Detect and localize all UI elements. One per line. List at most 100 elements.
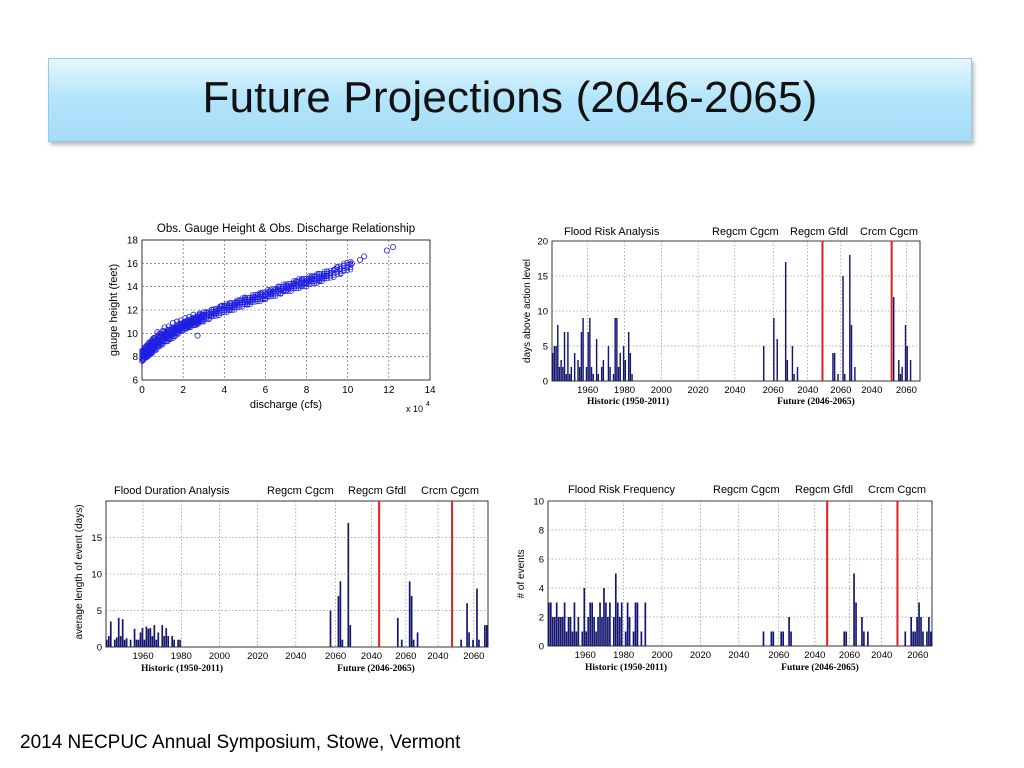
bar <box>557 617 560 646</box>
data-point <box>149 338 156 345</box>
slide-title: Future Projections (2046-2065) <box>202 73 818 122</box>
bar <box>585 631 588 646</box>
y-tick-label: 0 <box>543 377 548 388</box>
bar <box>773 318 775 381</box>
bar <box>163 636 166 647</box>
model-label-1: Regcm Cgcm <box>713 484 780 496</box>
bar <box>844 374 846 381</box>
bar <box>571 631 574 646</box>
bar <box>460 639 462 647</box>
bar <box>854 367 856 381</box>
data-point <box>331 274 337 280</box>
bar <box>408 581 411 647</box>
data-point <box>147 342 154 349</box>
bar <box>920 617 922 646</box>
bars <box>106 522 488 647</box>
bar-chart-flood-duration-analysis: 1960 1980 2000 2020 2040 2060 2040 2060 2040 2060… <box>74 485 489 674</box>
data-point <box>155 342 162 349</box>
bar <box>149 628 152 647</box>
bar <box>466 603 468 647</box>
bar <box>562 367 564 381</box>
bar <box>125 638 128 647</box>
bar <box>845 631 848 646</box>
bar <box>631 374 633 381</box>
bar <box>569 617 572 646</box>
bar <box>167 636 170 647</box>
data-point <box>227 300 234 307</box>
data-point <box>143 353 150 360</box>
x-tick-label: 2060 <box>896 385 917 396</box>
bar <box>412 639 415 647</box>
bar <box>560 360 562 381</box>
bar <box>612 374 615 381</box>
bar <box>478 639 480 647</box>
bar <box>624 631 627 646</box>
x-tick-label: 2040 <box>797 385 818 396</box>
data-point <box>347 262 354 268</box>
axis-ticks: 0 2 4 6 8 10 12 14 6 8 10 12 14 16 18 <box>127 236 436 397</box>
bar <box>614 573 617 646</box>
y-tick-label: 2 <box>539 613 544 624</box>
bar <box>129 639 132 647</box>
bar <box>599 602 601 646</box>
bar <box>922 631 924 646</box>
bar <box>121 619 124 647</box>
bar <box>626 602 629 646</box>
bar <box>583 588 586 646</box>
bar <box>782 631 785 646</box>
bar <box>165 628 168 647</box>
bar <box>620 602 623 646</box>
y-tick-label: 0 <box>539 642 544 653</box>
bar <box>629 353 632 381</box>
bar <box>558 367 561 381</box>
bar <box>151 636 154 647</box>
y-tick-label: 15 <box>91 533 102 544</box>
x-multiplier-exponent: 4 <box>426 401 430 408</box>
bar <box>573 353 576 381</box>
data-point <box>344 267 350 274</box>
x-tick-label: 2000 <box>651 650 672 661</box>
bar <box>618 617 621 646</box>
bar <box>843 631 846 646</box>
data-point <box>383 247 390 254</box>
x-tick-label: 6 <box>263 385 269 396</box>
bar <box>115 637 118 647</box>
data-point <box>192 315 199 322</box>
scatter-points <box>139 243 396 365</box>
bar <box>609 602 611 646</box>
bar <box>565 374 567 381</box>
bar <box>898 360 900 381</box>
bar <box>592 374 594 381</box>
data-point <box>327 270 334 277</box>
bar <box>616 318 618 381</box>
model-label-3: Crcm Cgcm <box>421 485 479 497</box>
bar <box>600 367 603 381</box>
chart-title: Flood Risk Analysis <box>564 226 660 238</box>
bar <box>926 631 928 646</box>
bar <box>147 628 150 647</box>
model-label-3: Crcm Cgcm <box>860 226 918 238</box>
bar <box>636 602 639 646</box>
footer-text: 2014 NECPUC Annual Symposium, Stowe, Ver… <box>20 732 461 753</box>
bar <box>400 639 403 647</box>
bar <box>770 631 773 646</box>
bar <box>595 631 597 646</box>
x-tick-label: 2040 <box>804 650 825 661</box>
bar <box>141 628 144 647</box>
bar <box>904 631 907 646</box>
bar <box>349 625 352 647</box>
bar <box>786 360 789 381</box>
data-point <box>348 260 355 267</box>
bar <box>119 636 122 647</box>
bar <box>137 639 140 647</box>
bar <box>617 367 620 381</box>
data-point <box>146 350 153 357</box>
data-point <box>331 267 337 274</box>
bar <box>157 632 160 647</box>
data-point <box>341 268 347 274</box>
bar <box>133 628 136 647</box>
y-axis-label: gauge height (feet) <box>108 264 120 356</box>
x-tick-label: 1960 <box>577 385 598 396</box>
y-tick-label: 15 <box>537 272 548 283</box>
bars <box>552 255 912 381</box>
